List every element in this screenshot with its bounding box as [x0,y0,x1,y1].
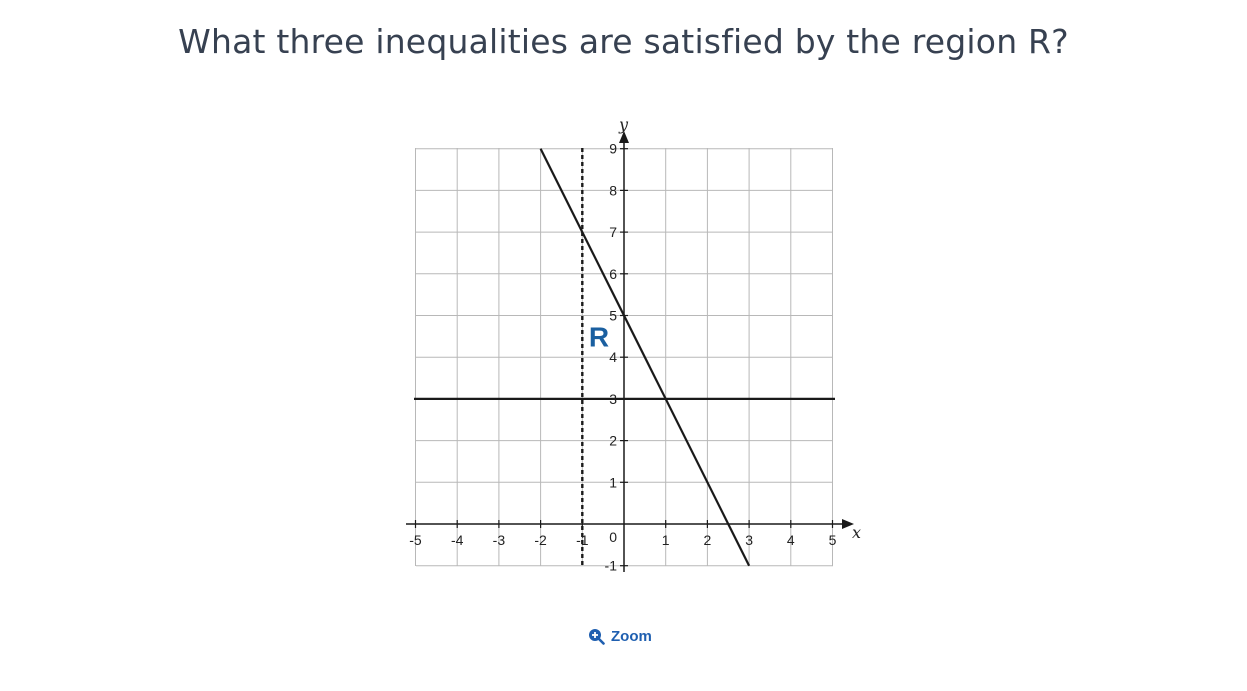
y-tick-label: 6 [609,266,617,282]
axes [406,131,854,572]
y-tick-label: 7 [609,224,617,240]
x-tick-label: 5 [829,532,837,548]
zoom-button[interactable]: Zoom [588,628,652,645]
y-tick-label: -1 [605,558,618,574]
x-axis-label: x [852,523,861,542]
y-tick-label: 1 [609,474,617,490]
x-tick-label: -3 [493,532,506,548]
x-tick-label: -4 [451,532,464,548]
x-tick-label: -5 [409,532,422,548]
x-tick-label: 2 [704,532,712,548]
x-tick-label: -2 [534,532,547,548]
y-tick-label: 2 [609,433,617,449]
x-axis-arrow [842,519,854,529]
y-tick-label: 8 [609,182,617,198]
sloped-boundary-line [539,148,751,567]
zoom-in-icon [589,629,605,645]
y-tick-label: 3 [609,391,617,407]
x-tick-label: 1 [662,532,670,548]
y-axis-arrow [619,131,629,143]
boundary-lines [414,148,835,567]
x-tick-label: 3 [745,532,753,548]
y-tick-label: 4 [609,349,617,365]
question-title: What three inequalities are satisfied by… [178,22,1069,61]
x-tick-label: 4 [787,532,795,548]
tick-labels: -5 -4 -3 -2 -1 1 2 3 4 5 -1 1 2 3 4 5 6 7 8 9 0 [409,141,836,574]
origin-label: 0 [609,529,617,545]
y-axis-label: y [618,115,629,134]
region-label: R [589,321,609,352]
y-tick-label: 9 [609,141,617,157]
zoom-label: Zoom [611,628,652,645]
y-tick-label: 5 [609,308,617,324]
x-tick-label: -1 [576,532,589,548]
